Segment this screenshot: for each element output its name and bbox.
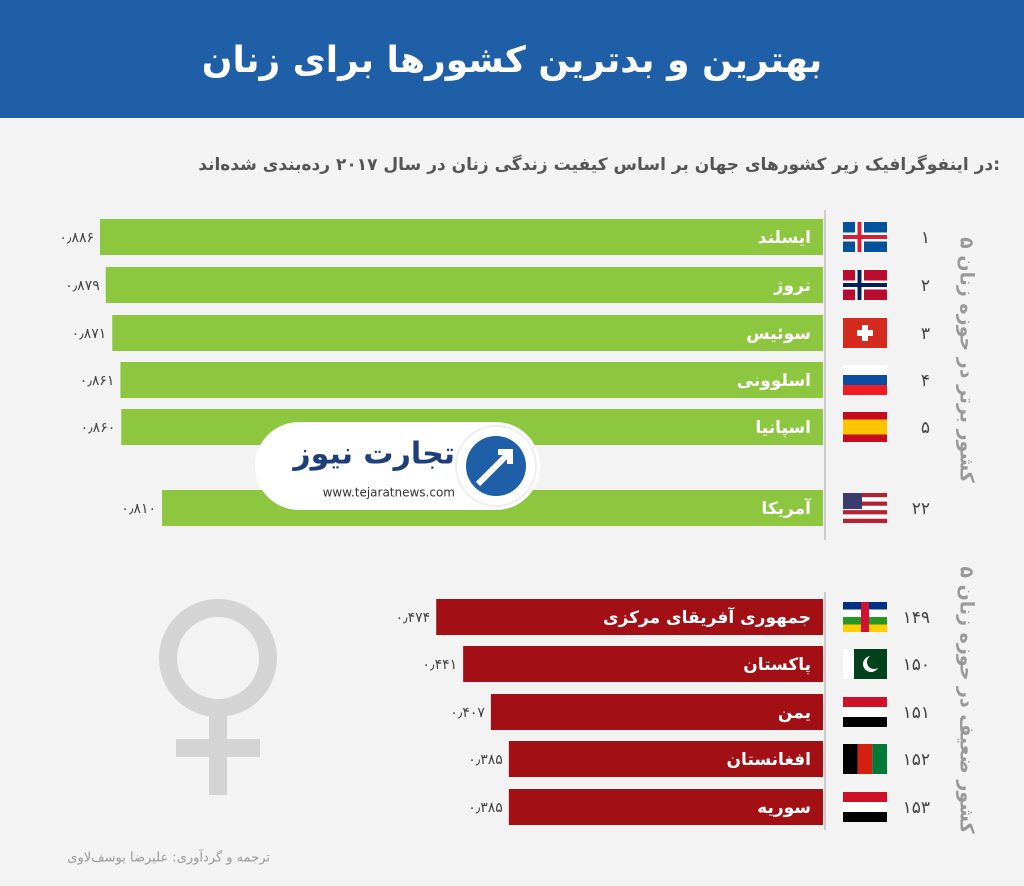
bar: [112, 315, 824, 351]
bar: [120, 362, 823, 398]
rank-label: ۳: [921, 324, 930, 344]
group-title: ۵ کشور ضعیف در حوزه زنان: [956, 566, 978, 834]
category-label: اسلوونی: [737, 371, 811, 391]
flag-stripe: [843, 518, 887, 523]
flag-stripe: [843, 505, 887, 511]
flag-moon: [867, 655, 881, 669]
category-label: ایسلند: [758, 228, 811, 248]
flag: [843, 697, 887, 727]
category-label: یمن: [778, 703, 811, 723]
value-label: ۰٫۸۷۱: [72, 326, 107, 342]
flag-stripe: [843, 510, 887, 515]
flag-stripe: [843, 501, 887, 506]
title: بهترین و بدترین کشورها برای زنان: [202, 40, 823, 81]
category-label: آمریکا: [761, 497, 812, 519]
flag-stripe: [843, 812, 887, 822]
flag-stripe: [843, 497, 887, 502]
rank-label: ۱: [921, 228, 930, 248]
bar: [436, 599, 823, 635]
logo-url: www.tejaratnews.com: [323, 486, 455, 500]
value-label: ۰٫۳۸۵: [468, 752, 503, 768]
value-label: ۰٫۴۴۱: [423, 657, 458, 673]
flag: [843, 649, 887, 679]
flag: [843, 602, 887, 632]
flag: [843, 318, 887, 348]
flag-stripe: [843, 385, 887, 395]
flag-hoist: [843, 649, 854, 679]
bar: [100, 219, 824, 255]
subtitle: در اینفوگرافیک زیر کشورهای جهان بر اساس …: [198, 154, 1000, 175]
flag: [843, 792, 887, 822]
category-label: نروژ: [773, 276, 811, 296]
category-label: پاکستان: [743, 655, 811, 675]
value-label: ۰٫۸۶۱: [80, 373, 115, 389]
rank-label: ۱۴۹: [903, 608, 930, 628]
bar: [463, 646, 823, 682]
logo-arrow: [475, 449, 513, 487]
flag-cross: [857, 330, 873, 336]
flag-stripe: [843, 514, 887, 519]
rank-label: ۱۵۲: [903, 750, 930, 770]
rank-label: ۲۲: [912, 499, 930, 519]
value-label: ۰٫۸۶۰: [81, 420, 116, 436]
logo-name: تجارت نیوز: [291, 437, 455, 472]
flag: [843, 412, 887, 442]
flag-stripe: [843, 802, 887, 812]
flag-stripe: [843, 365, 887, 375]
flag: [843, 222, 887, 252]
logo: تجارت نیوز www.tejaratnews.com: [255, 422, 540, 510]
rank-label: ۲: [921, 276, 930, 296]
value-label: ۰٫۸۷۹: [65, 278, 100, 294]
flag-stripe: [843, 792, 887, 802]
value-label: ۰٫۳۸۵: [468, 800, 503, 816]
flag-stripe: [872, 744, 887, 774]
value-label: ۰٫۴۷۴: [396, 610, 431, 626]
header-band: [0, 0, 1024, 118]
flag-stripe: [843, 717, 887, 727]
flag-stripe: [843, 744, 858, 774]
category-label: سوئیس: [746, 324, 811, 344]
category-label: اسپانیا: [755, 418, 811, 438]
flag-stripe: [843, 427, 887, 435]
flag-stripe: [857, 744, 873, 774]
credit: ترجمه و گردآوری: علیرضا یوسف‌لاوی: [67, 849, 270, 866]
flag-stripe: [843, 375, 887, 385]
bar: [508, 741, 823, 777]
bar: [105, 267, 823, 303]
flag-vstripe: [861, 602, 869, 632]
category-label: جمهوری آفریقای مرکزی: [603, 606, 811, 628]
rank-label: ۵: [921, 418, 930, 438]
value-label: ۰٫۸۸۶: [59, 230, 94, 246]
rank-label: ۴: [921, 371, 930, 391]
bars: ایسلند ۰٫۸۸۶ ۱ نروژ ۰٫۸۷۹ ۲ سوئیس ۰٫۸۷۱ ۳ اسلوونی…: [59, 219, 978, 835]
flag: [843, 365, 887, 395]
bar: [490, 694, 823, 730]
flag-stripe: [843, 697, 887, 707]
flag-stripe: [843, 493, 887, 498]
group-title: ۵ کشور برتر در حوزه زنان: [956, 237, 978, 484]
value-label: ۰٫۴۰۷: [450, 705, 485, 721]
rank-label: ۱۵۳: [903, 798, 930, 818]
category-label: افغانستان: [727, 750, 811, 770]
flag-stripe: [843, 412, 887, 420]
female-symbol: [159, 599, 277, 795]
bar: [508, 789, 823, 825]
value-label: ۰٫۸۱۰: [121, 501, 156, 517]
flag-canton: [843, 493, 862, 509]
flag: [843, 493, 887, 523]
flag-stripe: [843, 419, 887, 427]
flag-stripe: [843, 434, 887, 442]
rank-label: ۱۵۰: [903, 655, 930, 675]
flag-cross: [843, 283, 887, 287]
flag: [843, 270, 887, 300]
flag-cross: [843, 235, 887, 239]
rank-label: ۱۵۱: [903, 703, 930, 723]
flag-stripe: [843, 707, 887, 717]
category-label: سوریه: [757, 798, 811, 818]
flag: [843, 744, 887, 774]
